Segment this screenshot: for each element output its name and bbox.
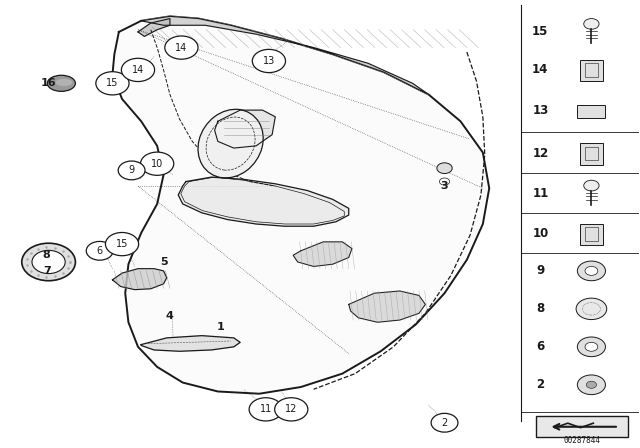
- Text: 5: 5: [160, 257, 167, 267]
- Text: 6: 6: [97, 246, 103, 256]
- Circle shape: [577, 261, 605, 281]
- Text: 14: 14: [175, 43, 188, 52]
- Text: 11: 11: [532, 187, 548, 200]
- Circle shape: [165, 36, 198, 59]
- Polygon shape: [141, 16, 429, 95]
- Circle shape: [577, 337, 605, 357]
- Bar: [577, 105, 605, 118]
- Text: 6: 6: [536, 340, 545, 353]
- Circle shape: [86, 241, 113, 260]
- Text: 16: 16: [41, 78, 56, 88]
- Text: 12: 12: [532, 147, 548, 160]
- Polygon shape: [113, 269, 167, 290]
- Bar: [585, 227, 598, 241]
- Text: 15: 15: [532, 26, 548, 39]
- Polygon shape: [141, 336, 240, 351]
- Text: 12: 12: [285, 405, 298, 414]
- Bar: [536, 416, 628, 438]
- Circle shape: [584, 18, 599, 29]
- Polygon shape: [178, 177, 349, 226]
- Text: 2: 2: [536, 378, 545, 391]
- Circle shape: [586, 381, 596, 388]
- Text: 8: 8: [536, 302, 545, 315]
- Circle shape: [585, 267, 598, 276]
- Circle shape: [96, 72, 129, 95]
- Text: 3: 3: [441, 181, 449, 191]
- Circle shape: [141, 152, 173, 175]
- Text: 2: 2: [442, 418, 447, 428]
- Bar: [585, 147, 598, 160]
- Text: 1: 1: [217, 322, 225, 332]
- Bar: [585, 63, 598, 77]
- Circle shape: [576, 298, 607, 319]
- Text: 15: 15: [106, 78, 118, 88]
- Polygon shape: [138, 18, 170, 36]
- Text: 14: 14: [532, 64, 548, 77]
- Text: 11: 11: [260, 405, 272, 414]
- Circle shape: [106, 233, 139, 256]
- Bar: [580, 224, 603, 245]
- Circle shape: [32, 250, 65, 274]
- Polygon shape: [293, 242, 352, 267]
- Circle shape: [122, 58, 155, 82]
- Circle shape: [275, 398, 308, 421]
- Circle shape: [252, 49, 285, 73]
- Text: 13: 13: [532, 103, 548, 116]
- Circle shape: [431, 414, 458, 432]
- Text: 15: 15: [116, 239, 128, 249]
- Text: 10: 10: [151, 159, 163, 169]
- Circle shape: [437, 163, 452, 173]
- Text: 9: 9: [536, 264, 545, 277]
- Text: 00287844: 00287844: [563, 435, 600, 444]
- Circle shape: [118, 161, 145, 180]
- Ellipse shape: [47, 75, 76, 91]
- Circle shape: [585, 342, 598, 351]
- Circle shape: [249, 398, 282, 421]
- Polygon shape: [349, 291, 426, 322]
- Ellipse shape: [198, 109, 263, 178]
- Text: 13: 13: [263, 56, 275, 66]
- Text: 4: 4: [166, 310, 174, 321]
- Circle shape: [22, 243, 76, 281]
- Bar: [580, 143, 603, 164]
- Text: 8: 8: [43, 250, 51, 260]
- Polygon shape: [214, 110, 275, 148]
- Circle shape: [584, 180, 599, 191]
- Bar: [580, 60, 603, 81]
- Circle shape: [577, 375, 605, 395]
- Polygon shape: [113, 16, 489, 394]
- Text: 10: 10: [532, 227, 548, 240]
- Text: 14: 14: [132, 65, 144, 75]
- Text: 7: 7: [43, 266, 51, 276]
- Text: 9: 9: [129, 165, 134, 176]
- Ellipse shape: [56, 79, 72, 86]
